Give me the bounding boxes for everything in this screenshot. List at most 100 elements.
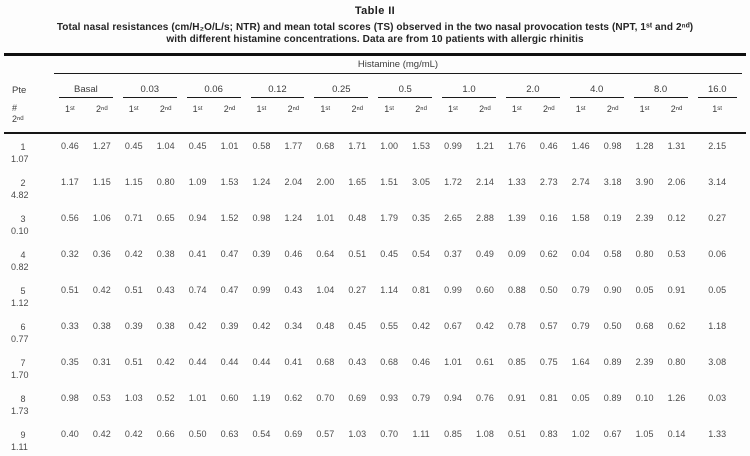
group-header-0.12: 0.12 (250, 84, 305, 98)
value-cell: 2.39 (635, 213, 654, 223)
wrapped-16-2nd-value: 4.82 (11, 190, 29, 200)
wrapped-16-2nd-value: 1.70 (11, 370, 29, 380)
value-cell: 1.11 (412, 429, 430, 439)
value-cell: 1.15 (124, 177, 143, 187)
value-cell: 1.03 (124, 393, 143, 403)
value-cell: 0.68 (380, 357, 399, 367)
group-header-16.0: 16.0 (697, 84, 737, 98)
value-cell: 0.47 (220, 285, 239, 295)
value-cell: 0.39 (220, 321, 239, 331)
subheader-0.03-2: 2ⁿᵈ (159, 104, 172, 114)
subheader-0.06-1: 1ˢᵗ (192, 104, 203, 114)
value-cell: 0.45 (188, 141, 207, 151)
value-cell: 1.33 (507, 177, 526, 187)
value-cell: 0.68 (316, 357, 335, 367)
value-cell: 0.43 (156, 285, 175, 295)
subheader-4.0-1: 1ˢᵗ (575, 104, 586, 114)
value-cell: 1.46 (571, 141, 590, 151)
value-cell: 0.60 (220, 393, 239, 403)
value-cell: 0.51 (61, 285, 79, 295)
value-cell: 0.85 (507, 357, 526, 367)
wrapped-16-2nd-value: 0.77 (11, 334, 29, 344)
value-cell: 0.04 (571, 249, 590, 259)
table-row-patient-3: 3 0.10 0.56 1.06 0.71 0.65 0.94 1.52 0.98 1.24 1.0… (0, 212, 750, 248)
value-cell: 0.27 (348, 285, 367, 295)
value-cell: 0.48 (316, 321, 335, 331)
subheader-0.03-1: 1ˢᵗ (128, 104, 139, 114)
patient-number: 1 (20, 142, 26, 152)
value-cell: 1.33 (708, 429, 727, 439)
value-cell: 0.35 (61, 357, 79, 367)
value-cell: 2.73 (539, 177, 558, 187)
table-row-patient-5: 5 1.12 0.51 0.42 0.51 0.43 0.74 0.47 0.99 0.43 1.0… (0, 284, 750, 320)
value-cell: 0.06 (708, 249, 727, 259)
value-cell: 3.08 (708, 357, 727, 367)
value-cell: 1.52 (220, 213, 239, 223)
value-cell: 0.42 (92, 429, 111, 439)
subheader-4.0-2: 2ⁿᵈ (606, 104, 619, 114)
value-cell: 3.05 (412, 177, 431, 187)
group-header-0.06: 0.06 (186, 84, 241, 98)
subheader-2.0-1: 1ˢᵗ (511, 104, 522, 114)
value-cell: 0.37 (444, 249, 463, 259)
patient-number: 4 (20, 250, 26, 260)
value-cell: 0.42 (252, 321, 271, 331)
subheader-0.25-1: 1ˢᵗ (320, 104, 331, 114)
value-cell: 1.01 (316, 213, 335, 223)
value-cell: 1.01 (220, 141, 239, 151)
value-cell: 1.00 (380, 141, 399, 151)
value-cell: 2.04 (284, 177, 303, 187)
caption-line-1: Total nasal resistances (cm/H₂O/L/s; NTR… (56, 22, 694, 33)
value-cell: 0.12 (667, 213, 686, 223)
patient-stub: 4 0.82 (8, 248, 54, 273)
value-cell: 0.05 (708, 285, 727, 295)
histamine-header-row: Histamine (mg/mL) (0, 59, 750, 74)
value-cell: 1.01 (188, 393, 207, 403)
group-header-0.5: 0.5 (378, 84, 433, 98)
value-cell: 0.74 (188, 285, 207, 295)
header-bottom-rule (4, 132, 746, 134)
subheader-1.0-2: 2ⁿᵈ (479, 104, 491, 114)
value-cell: 0.09 (507, 249, 526, 259)
subheader-Basal-1: 1ˢᵗ (64, 104, 75, 114)
value-cell: 0.83 (539, 429, 558, 439)
value-cell: 1.04 (316, 285, 335, 295)
value-cell: 0.39 (124, 321, 143, 331)
value-cell: 0.64 (316, 249, 335, 259)
patient-stub: 3 0.10 (8, 212, 54, 237)
value-cell: 2.06 (667, 177, 686, 187)
value-cell: 1.65 (348, 177, 367, 187)
value-cell: 1.39 (507, 213, 526, 223)
value-cell: 0.54 (412, 249, 431, 259)
value-cell: 0.05 (635, 285, 654, 295)
value-cell: 0.44 (252, 357, 271, 367)
value-cell: 1.24 (284, 213, 303, 223)
value-cell: 0.63 (220, 429, 239, 439)
value-cell: 0.39 (252, 249, 271, 259)
value-cell: 0.42 (124, 429, 143, 439)
value-cell: 0.54 (252, 429, 271, 439)
value-cell: 2.15 (708, 141, 727, 151)
value-cell: 0.45 (348, 321, 367, 331)
value-cell: 0.90 (603, 285, 622, 295)
value-cell: 1.77 (284, 141, 303, 151)
value-cell: 0.80 (635, 249, 654, 259)
value-cell: 2.74 (571, 177, 590, 187)
value-cell: 0.75 (539, 357, 558, 367)
value-cell: 0.94 (188, 213, 207, 223)
value-cell: 0.46 (284, 249, 303, 259)
value-cell: 1.18 (708, 321, 727, 331)
value-cell: 3.14 (708, 177, 727, 187)
value-cell: 0.66 (156, 429, 175, 439)
table-row-patient-9: 9 1.11 0.40 0.42 0.42 0.66 0.50 0.63 0.54 0.69 0.5… (0, 428, 750, 456)
value-cell: 0.71 (124, 213, 143, 223)
value-cell: 0.52 (156, 393, 175, 403)
value-cell: 1.51 (380, 177, 399, 187)
subheader-0.5-1: 1ˢᵗ (384, 104, 395, 114)
value-cell: 1.79 (380, 213, 399, 223)
value-cell: 1.14 (380, 285, 399, 295)
value-cell: 0.67 (603, 429, 622, 439)
value-cell: 0.94 (444, 393, 463, 403)
value-cell: 0.67 (444, 321, 463, 331)
value-cell: 0.42 (476, 321, 494, 331)
